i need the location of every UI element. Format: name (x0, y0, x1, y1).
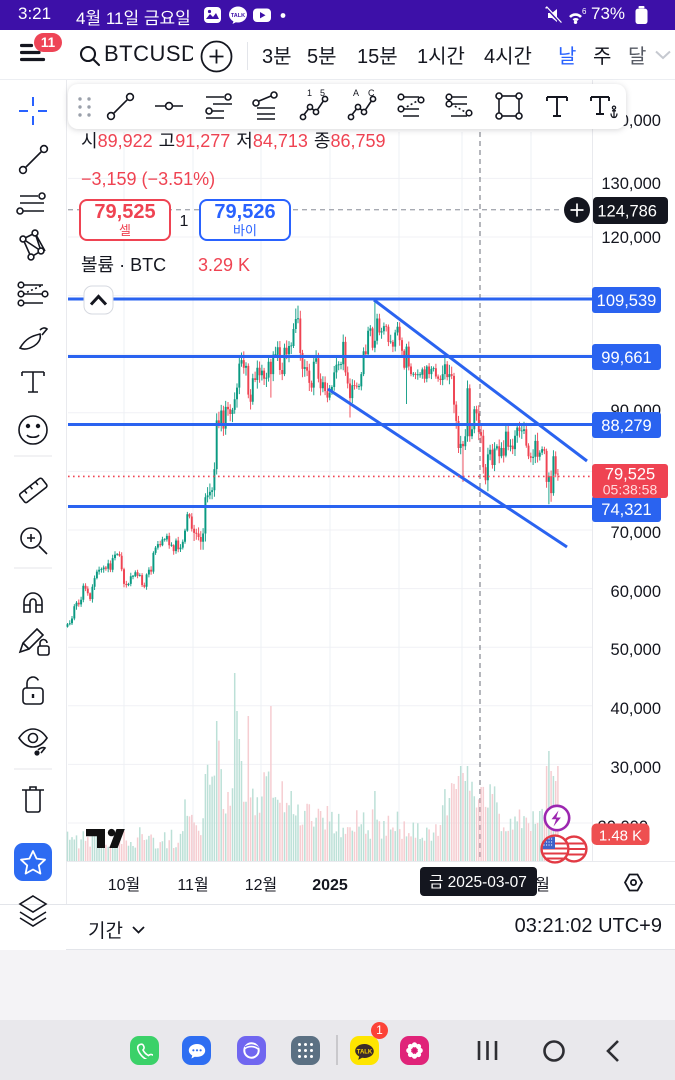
svg-text:6: 6 (582, 7, 587, 16)
svg-text:11월: 11월 (177, 876, 208, 894)
svg-text:30,000: 30,000 (611, 759, 661, 777)
svg-text:79,525: 79,525 (605, 466, 655, 484)
svg-text:1.48 K: 1.48 K (599, 828, 642, 845)
svg-text:74,321: 74,321 (601, 501, 651, 519)
svg-text:A: A (353, 89, 359, 98)
svg-text:바이: 바이 (233, 223, 257, 238)
svg-text:124,786: 124,786 (597, 203, 657, 221)
svg-text:1: 1 (307, 89, 312, 98)
svg-text:70,000: 70,000 (611, 524, 661, 542)
svg-text:05:38:58: 05:38:58 (603, 482, 658, 498)
svg-text:−3,159 (−3.51%): −3,159 (−3.51%) (81, 169, 215, 189)
svg-text:99,661: 99,661 (601, 349, 651, 367)
svg-text:셀: 셀 (119, 223, 131, 238)
svg-text:79,526: 79,526 (214, 201, 275, 223)
svg-text:3.29 K: 3.29 K (198, 255, 250, 275)
svg-text:130,000: 130,000 (601, 175, 661, 193)
svg-text:120,000: 120,000 (601, 229, 661, 247)
svg-text:50,000: 50,000 (611, 641, 661, 659)
svg-text:TALK: TALK (231, 13, 245, 19)
svg-text:79,525: 79,525 (94, 201, 155, 223)
svg-text:109,539: 109,539 (597, 292, 657, 310)
svg-text:C: C (368, 89, 375, 98)
svg-text:금 2025-03-07: 금 2025-03-07 (429, 874, 527, 891)
svg-text:1: 1 (180, 213, 189, 230)
svg-text:2025: 2025 (312, 877, 348, 894)
svg-text:40,000: 40,000 (611, 700, 661, 718)
svg-text:TALK: TALK (357, 1050, 373, 1056)
svg-text:88,279: 88,279 (601, 417, 651, 435)
svg-text:볼륨 · BTC: 볼륨 · BTC (81, 255, 166, 275)
svg-text:5: 5 (320, 89, 325, 98)
svg-text:10월: 10월 (108, 876, 141, 894)
svg-text:60,000: 60,000 (611, 583, 661, 601)
svg-text:12월: 12월 (245, 876, 278, 894)
